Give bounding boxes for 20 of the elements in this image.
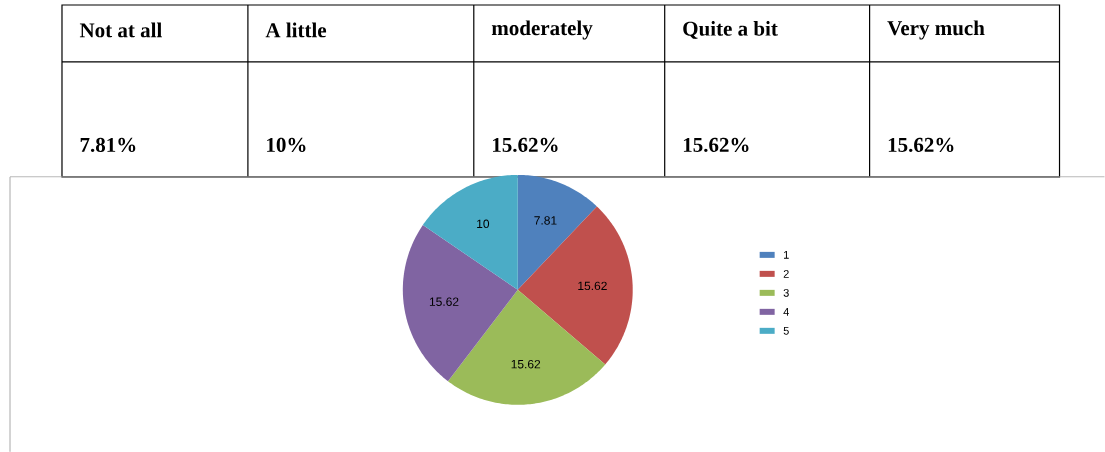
text: 15.62% (888, 137, 954, 152)
text: Quite a bit (683, 20, 778, 39)
legend-label: 2 (783, 269, 789, 278)
data-label: 7.81 (534, 216, 557, 225)
text: 15.62% (493, 137, 558, 152)
text: 15.62% (683, 137, 749, 152)
legend-label: 1 (784, 250, 789, 259)
text: 7.81% (80, 137, 136, 152)
data-label: 10 (477, 219, 490, 228)
text: 10% (267, 137, 306, 152)
text: moderately (491, 20, 593, 40)
data-label: 15.62 (429, 297, 459, 306)
legend-label: 3 (783, 288, 789, 297)
text: Very much (887, 20, 985, 40)
text: A little (265, 22, 327, 38)
legend-label: 5 (783, 326, 789, 335)
text: Not at all (79, 22, 162, 38)
data-label: 15.62 (578, 281, 607, 290)
data-label: 15.62 (511, 359, 541, 369)
legend-label: 4 (783, 307, 789, 316)
